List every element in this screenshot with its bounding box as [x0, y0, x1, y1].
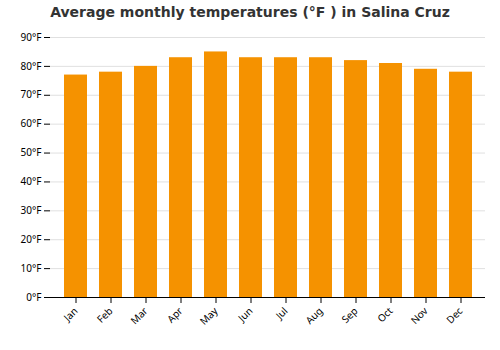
svg-text:10°F: 10°F	[21, 261, 42, 275]
svg-text:40°F: 40°F	[21, 174, 42, 188]
svg-text:Jun: Jun	[234, 304, 255, 325]
html-text:Average monthly temperatures (: Average monthly temperatures (°F ) in Sa…	[50, 4, 450, 20]
svg-text:Mar: Mar	[127, 304, 150, 327]
svg-text:80°F: 80°F	[21, 59, 42, 73]
svg-text:Aug: Aug	[302, 304, 325, 327]
svg-text:Feb: Feb	[93, 304, 115, 326]
svg-text:Apr: Apr	[164, 304, 186, 326]
svg-text:Jul: Jul	[272, 304, 291, 323]
svg-text:70°F: 70°F	[21, 87, 42, 101]
svg-text:Nov: Nov	[407, 303, 431, 327]
svg-text:50°F: 50°F	[21, 145, 42, 159]
svg-text:Dec: Dec	[443, 304, 466, 327]
svg-text:Oct: Oct	[374, 304, 396, 326]
svg-text:Jan: Jan	[60, 304, 81, 325]
svg-text:20°F: 20°F	[21, 232, 42, 246]
svg-text:May: May	[196, 303, 221, 328]
svg-text:30°F: 30°F	[21, 203, 42, 217]
svg-text:0°F: 0°F	[26, 290, 41, 304]
svg-text:Sep: Sep	[338, 304, 360, 326]
svg-text:90°F: 90°F	[21, 30, 42, 44]
svg-text:60°F: 60°F	[21, 116, 42, 130]
